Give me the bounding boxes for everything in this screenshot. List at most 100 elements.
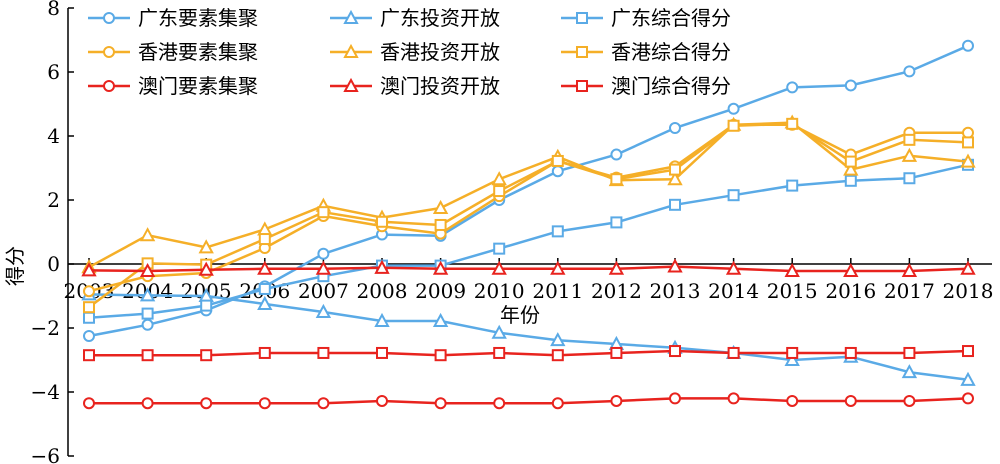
x-tick-label: 2008 — [357, 279, 408, 303]
data-point — [83, 301, 95, 314]
data-point — [727, 189, 740, 202]
x-tick-label: 2010 — [474, 279, 525, 303]
x-tick-label: 2011 — [532, 279, 583, 303]
y-tick-label: 8 — [47, 0, 60, 20]
x-axis-title: 年份 — [500, 303, 540, 327]
data-point — [317, 206, 330, 219]
data-point — [551, 397, 564, 410]
data-point — [200, 397, 213, 410]
legend-label: 澳门要素集聚 — [138, 74, 258, 98]
data-point — [258, 233, 271, 246]
legend-marker — [343, 43, 359, 58]
data-point — [903, 172, 916, 185]
series-line — [88, 122, 969, 309]
data-point — [317, 247, 330, 260]
data-point — [727, 102, 740, 115]
series-layer — [81, 39, 976, 410]
x-tick-label: 2018 — [943, 279, 994, 303]
data-point — [83, 397, 95, 410]
x-tick-label: 2017 — [884, 279, 935, 303]
x-tick-label: 2015 — [767, 279, 818, 303]
data-point — [432, 312, 449, 327]
data-point — [198, 239, 214, 254]
legend-item: 广东综合得分 — [561, 6, 731, 30]
data-point — [81, 262, 97, 277]
y-tick-label: 2 — [47, 188, 60, 212]
data-point — [493, 242, 506, 255]
data-point — [844, 346, 857, 359]
series-8 — [81, 258, 976, 278]
axes: −6−4−20246820032004200520062007200820092… — [31, 0, 994, 464]
data-point — [315, 303, 332, 318]
data-point — [434, 397, 447, 410]
data-point — [200, 349, 213, 362]
data-point — [141, 307, 154, 320]
x-tick-label: 2012 — [591, 279, 642, 303]
data-point — [786, 81, 799, 94]
legend-label: 澳门投资开放 — [380, 74, 500, 98]
data-point — [727, 392, 740, 405]
legend-marker — [103, 80, 115, 92]
data-point — [139, 227, 156, 242]
series-line — [88, 293, 969, 382]
data-point — [141, 349, 154, 362]
series-line — [88, 163, 969, 320]
data-point — [491, 171, 507, 186]
data-point — [139, 287, 156, 302]
legend-item: 澳门要素集聚 — [88, 74, 258, 98]
legend-item: 广东投资开放 — [330, 6, 500, 30]
data-point — [960, 260, 976, 275]
y-tick-label: 6 — [47, 60, 60, 84]
data-point — [903, 133, 916, 146]
data-point — [727, 119, 740, 132]
series-7 — [83, 392, 974, 410]
legend-marker — [343, 9, 359, 24]
data-point — [669, 198, 681, 211]
data-point — [667, 171, 683, 186]
legend-marker — [103, 46, 115, 58]
data-point — [962, 345, 974, 358]
legend-marker — [103, 12, 115, 24]
data-point — [434, 349, 447, 362]
legend-marker — [343, 77, 359, 92]
data-point — [784, 262, 800, 278]
data-point — [727, 346, 740, 359]
data-point — [786, 394, 799, 407]
y-tick-label: −4 — [31, 380, 60, 404]
data-point — [551, 349, 564, 362]
data-point — [903, 394, 916, 407]
data-point — [493, 397, 506, 410]
legend-label: 广东综合得分 — [611, 6, 731, 30]
series-9 — [83, 345, 974, 362]
legend-item: 香港投资开放 — [330, 40, 500, 64]
y-tick-label: −6 — [31, 444, 60, 464]
x-tick-label: 2016 — [825, 279, 876, 303]
series-line — [88, 121, 969, 269]
data-point — [610, 173, 623, 186]
legend-marker — [576, 46, 588, 58]
legend-label: 澳门综合得分 — [611, 74, 731, 98]
data-point — [83, 330, 95, 342]
series-line — [89, 349, 969, 357]
data-point — [610, 216, 623, 229]
data-point — [903, 65, 916, 78]
data-point — [610, 394, 623, 407]
data-point — [610, 346, 623, 359]
data-point — [491, 324, 507, 339]
data-point — [843, 161, 859, 176]
data-point — [901, 147, 918, 162]
legend-item: 澳门综合得分 — [561, 74, 731, 98]
data-point — [200, 299, 213, 312]
data-point — [610, 148, 623, 161]
data-point — [141, 318, 154, 331]
data-point — [844, 79, 857, 92]
data-point — [317, 397, 330, 410]
y-tick-label: −2 — [31, 316, 60, 340]
data-point — [786, 179, 799, 192]
data-point — [551, 225, 564, 238]
data-point — [669, 392, 681, 405]
data-point — [962, 126, 974, 139]
data-point — [257, 295, 273, 310]
data-point — [901, 364, 918, 379]
